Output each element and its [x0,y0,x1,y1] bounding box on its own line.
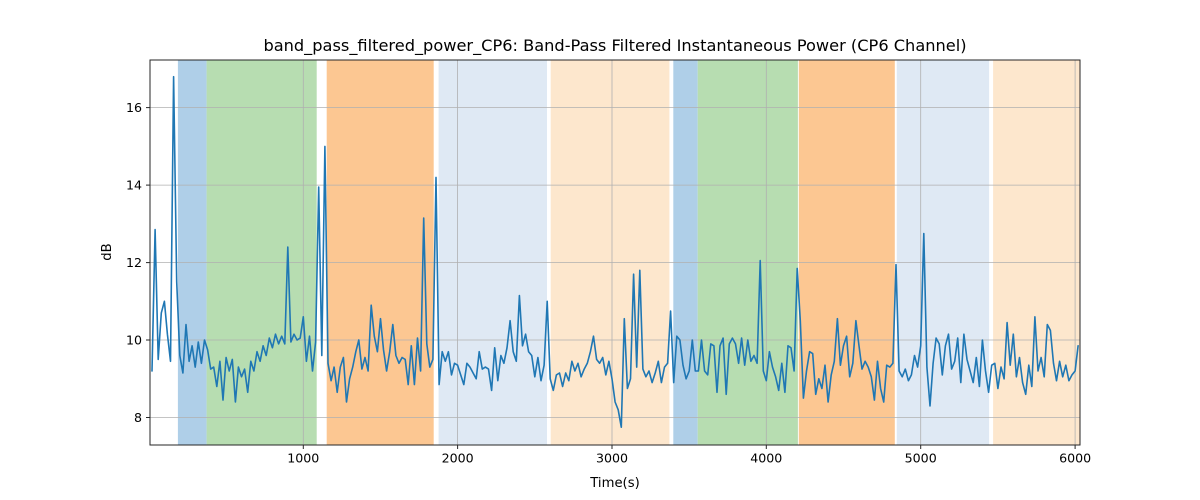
x-axis-label: Time(s) [589,476,639,491]
highlight-region [326,60,434,445]
highlight-region [206,60,317,445]
highlight-region [438,60,547,445]
x-tick-label: 6000 [1059,451,1091,466]
x-tick-label: 1000 [287,451,319,466]
axes-frame [146,59,1081,449]
highlight-regions [177,60,1080,445]
x-tick-label: 3000 [596,451,628,466]
highlight-region [550,60,670,445]
x-tick-label: 2000 [442,451,474,466]
plot-border [149,59,1081,446]
highlight-region [673,60,698,445]
y-axis-label: dB [100,243,115,260]
highlight-region [177,60,207,445]
highlight-region [697,60,798,445]
data-series [151,75,1079,428]
y-tick-label: 10 [126,333,142,348]
highlight-region [993,60,1080,445]
y-tick-label: 12 [126,255,142,270]
y-tick-label: 8 [134,410,142,425]
x-tick-label: 4000 [750,451,782,466]
y-tick-label: 16 [126,100,142,115]
y-tick-label: 14 [126,178,142,193]
chart-title: band_pass_filtered_power_CP6: Band-Pass … [263,36,966,56]
x-tick-label: 5000 [905,451,937,466]
tick-labels: 1000 2000 3000 4000 5000 6000 8 10 12 14 16 [126,100,1091,465]
highlight-region [896,60,990,445]
power-trace [151,75,1079,428]
